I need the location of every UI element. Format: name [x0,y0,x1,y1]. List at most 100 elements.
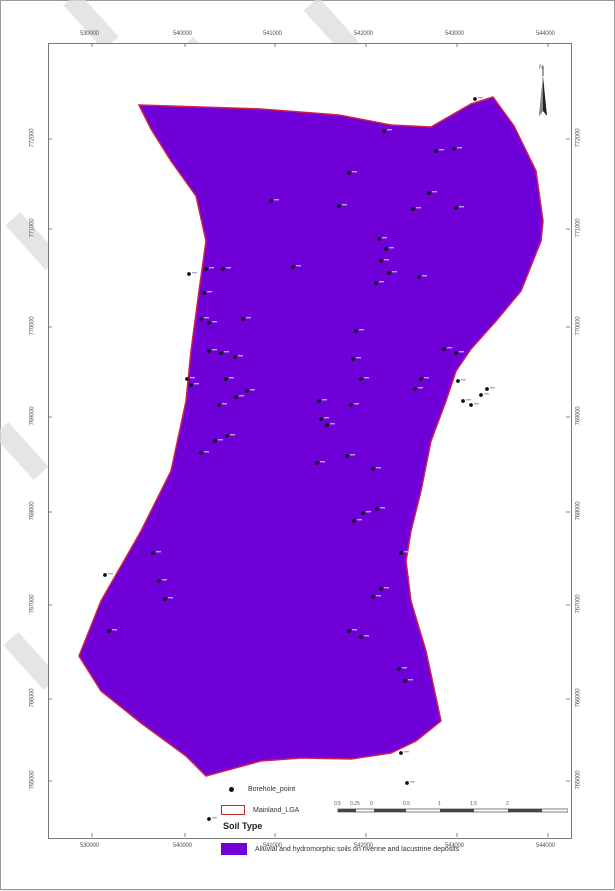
legend-borehole-label: Borehole_point [248,786,296,793]
borehole-point [405,781,409,785]
borehole-point [347,629,351,633]
borehole-label-mark [192,272,197,274]
borehole-point [107,629,111,633]
borehole-point [207,817,211,821]
scale-label: 0.25 [350,801,360,807]
legend-soil-title: Soil Type [223,821,263,831]
borehole-label-mark [474,403,479,405]
borehole-point [387,271,391,275]
borehole-point [479,393,483,397]
borehole-point [411,207,415,211]
borehole-label-mark [156,551,161,553]
borehole-label-mark [330,423,335,425]
borehole-point [452,147,456,151]
scale-label: 0 [370,801,373,807]
borehole-point [371,467,375,471]
x-tick-bottom: 542000 [354,843,373,849]
borehole-point [377,237,381,241]
borehole-point [456,379,460,383]
borehole-point [379,587,383,591]
borehole-point [354,329,358,333]
x-tick-top: 542000 [354,31,373,37]
borehole-label-mark [226,267,231,269]
x-tick-bottom: 540000 [173,843,192,849]
borehole-point [351,357,355,361]
borehole-point [485,387,489,391]
borehole-label-mark [384,259,389,261]
borehole-point [399,751,403,755]
borehole-point [224,377,228,381]
borehole-point [454,206,458,210]
borehole-label-mark [376,595,381,597]
borehole-label-mark [212,321,217,323]
lga-boundary-polygon [78,96,544,777]
borehole-point [454,351,458,355]
scale-label: 2 [506,801,509,807]
legend-borehole: Borehole_point [229,786,295,793]
borehole-point [427,191,431,195]
borehole-point [319,417,323,421]
borehole-point [379,259,383,263]
borehole-label-mark [246,317,251,319]
borehole-label-mark [222,403,227,405]
borehole-label-mark [364,635,369,637]
borehole-point [207,321,211,325]
borehole-label-mark [447,347,452,349]
borehole-point [461,399,465,403]
borehole-point [199,317,203,321]
borehole-label-mark [484,393,489,395]
borehole-point [157,579,161,583]
borehole-point [217,403,221,407]
borehole-point [187,272,191,276]
borehole-label-mark [404,751,409,753]
borehole-label-mark [404,551,409,553]
borehole-label-mark [212,349,217,351]
borehole-point [219,351,223,355]
scale-bar: 0.5 0.25 0 0.5 1 1.5 2 [328,793,569,831]
borehole-point [434,149,438,153]
borehole-label-mark [357,519,362,521]
borehole-label-mark [162,579,167,581]
soil-swatch-icon [221,843,247,855]
borehole-label-mark [382,237,387,239]
borehole-point [291,265,295,269]
borehole-label-mark [410,781,415,783]
borehole-point [399,551,403,555]
borehole-label-mark [478,97,483,99]
borehole-point [269,199,273,203]
borehole-label-mark [168,597,173,599]
borehole-point [233,355,237,359]
borehole-point [473,97,477,101]
borehole-label-mark [359,329,364,331]
borehole-point [204,267,208,271]
borehole-label-mark [384,587,389,589]
borehole-point [225,434,229,438]
borehole-point [189,383,193,387]
borehole-label-mark [490,387,495,389]
borehole-point [397,667,401,671]
borehole-label-mark [364,377,369,379]
x-tick-bottom: 543000 [445,843,464,849]
borehole-label-mark [352,629,357,631]
borehole-label-mark [459,351,464,353]
borehole-points [103,97,489,821]
borehole-point [241,317,245,321]
borehole-label-mark [350,454,355,456]
borehole-label-mark [387,129,392,131]
x-tick-bottom: 544000 [536,843,555,849]
borehole-point [469,403,473,407]
borehole-point [185,377,189,381]
borehole-point [413,387,417,391]
borehole-point [345,454,349,458]
borehole-point [202,291,206,295]
borehole-point [213,439,217,443]
borehole-label-mark [459,206,464,208]
borehole-labels [108,97,495,819]
borehole-point [245,389,249,393]
borehole-label-mark [194,383,199,385]
borehole-symbol-icon [229,787,234,792]
borehole-label-mark [422,275,427,277]
borehole-label-mark [296,265,301,267]
legend-soil: Alluvial and hydromorphic soils on river… [221,843,459,855]
borehole-label-mark [366,511,371,513]
